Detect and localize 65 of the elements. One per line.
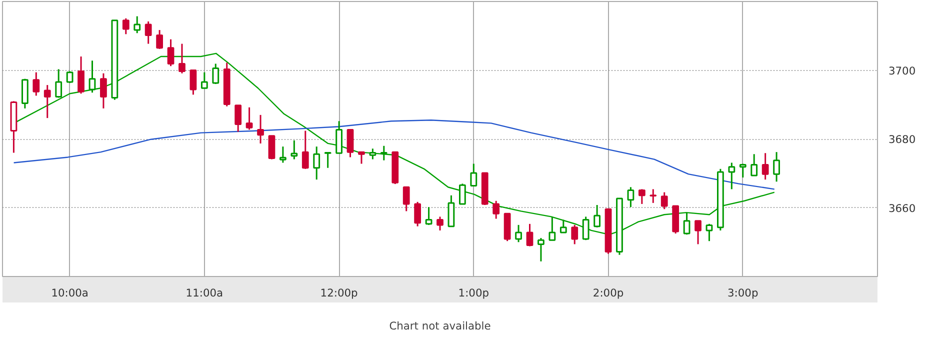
candlestick — [402, 186, 410, 212]
candlestick — [538, 237, 544, 262]
y-tick-label: 3680 — [888, 133, 916, 146]
candlestick — [650, 188, 657, 204]
candlestick — [268, 135, 276, 160]
candlestick — [336, 120, 342, 154]
candlestick — [728, 162, 736, 190]
candlestick — [706, 223, 713, 242]
candlestick — [346, 128, 354, 158]
candlestick — [44, 84, 51, 119]
candlestick — [78, 56, 84, 94]
x-tick-label: 10:00a — [51, 286, 88, 300]
candlestick — [22, 78, 28, 110]
candlestick — [280, 146, 286, 164]
candlestick — [492, 200, 500, 220]
candlestick — [526, 223, 534, 247]
candlestick — [324, 152, 332, 169]
candlestick — [100, 72, 107, 110]
x-tick-label: 2:00p — [592, 286, 624, 300]
candlestick — [302, 130, 309, 170]
candlestick — [414, 201, 421, 228]
candlestick — [290, 140, 298, 160]
candlestick — [660, 192, 668, 210]
candlestick — [358, 151, 365, 164]
line-series — [13, 119, 775, 190]
candlestick — [313, 146, 320, 180]
candlestick — [627, 186, 634, 208]
candlestick — [134, 16, 141, 34]
candlestick — [638, 188, 646, 205]
candlestick — [436, 216, 444, 232]
candlestick — [88, 60, 96, 94]
candlestick — [144, 20, 152, 45]
y-tick-label: 3700 — [888, 64, 916, 78]
candlestick — [178, 43, 186, 74]
candlestick — [212, 62, 220, 85]
candlestick — [380, 145, 388, 162]
candlestick — [425, 206, 432, 226]
candlestick — [739, 163, 746, 178]
candlestick — [694, 220, 702, 245]
candlestick — [55, 68, 62, 98]
candlestick — [234, 104, 242, 133]
candlestick — [32, 72, 40, 96]
candlestick — [200, 72, 208, 89]
x-tick-label: 1:00p — [458, 286, 490, 300]
candlestick — [571, 224, 578, 245]
candlestick — [257, 114, 264, 144]
candlestick — [459, 182, 466, 205]
candlestick — [246, 106, 253, 130]
candlestick — [470, 163, 478, 186]
candlestick — [448, 194, 455, 228]
y-tick-label: 3660 — [888, 202, 916, 215]
candlestick — [190, 70, 197, 96]
candlestick — [515, 224, 522, 243]
candlestick — [369, 148, 376, 160]
candlestick — [156, 29, 163, 50]
candlestick — [594, 204, 600, 228]
candlestick — [750, 153, 758, 176]
candlestick — [167, 38, 174, 67]
text: Chart not available — [389, 320, 491, 332]
x-tick-label: 3:00p — [728, 286, 758, 300]
candlestick — [122, 18, 130, 35]
x-tick-label: 11:00a — [186, 286, 224, 300]
x-tick-label: 12:00p — [320, 286, 358, 300]
candlestick — [773, 151, 780, 182]
candlestick — [762, 152, 769, 180]
